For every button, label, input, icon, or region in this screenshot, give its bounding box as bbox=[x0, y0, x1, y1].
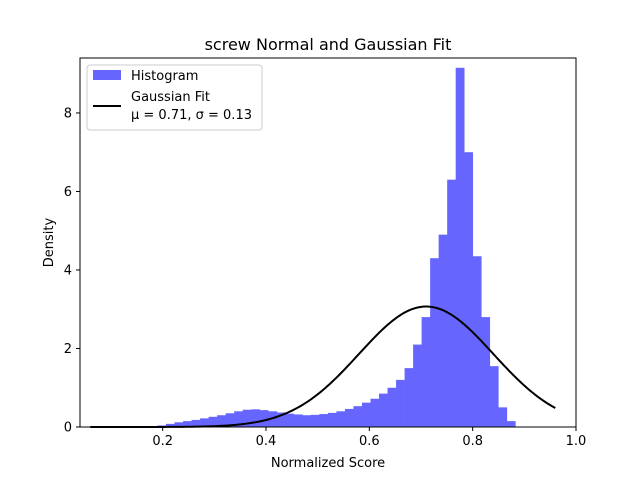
legend-histogram-swatch bbox=[93, 70, 121, 80]
histogram-bar bbox=[379, 393, 388, 427]
legend-box bbox=[86, 64, 263, 131]
x-tick-label: 0.4 bbox=[256, 434, 277, 449]
histogram-bar bbox=[430, 258, 439, 427]
histogram-bar bbox=[183, 421, 192, 427]
histogram-bar bbox=[242, 409, 252, 427]
histogram-bars bbox=[157, 67, 516, 427]
histogram-bar bbox=[413, 344, 422, 427]
histogram-bar bbox=[396, 379, 405, 427]
histogram-bar bbox=[361, 402, 371, 427]
histogram-bar bbox=[447, 179, 456, 427]
histogram-bar bbox=[285, 413, 295, 427]
histogram-bar bbox=[506, 421, 516, 427]
legend-fit-params: μ = 0.71, σ = 0.13 bbox=[131, 108, 252, 123]
x-tick-label: 0.2 bbox=[152, 434, 173, 449]
x-axis-ticks: 0.2 0.4 0.6 0.8 1.0 bbox=[152, 427, 586, 449]
histogram-bar bbox=[336, 411, 346, 427]
histogram-bar bbox=[259, 410, 269, 427]
histogram-bar bbox=[438, 234, 448, 427]
histogram-bar bbox=[472, 256, 482, 427]
histogram-bar bbox=[302, 415, 312, 427]
x-axis-label: Normalized Score bbox=[271, 456, 385, 471]
histogram-bar bbox=[481, 317, 491, 427]
x-tick-label: 0.8 bbox=[462, 434, 483, 449]
histogram-bar bbox=[319, 414, 329, 427]
histogram-bar bbox=[498, 407, 508, 427]
legend: Histogram Gaussian Fit μ = 0.71, σ = 0.1… bbox=[86, 64, 263, 131]
histogram-bar bbox=[421, 317, 431, 427]
histogram-bar bbox=[200, 418, 209, 427]
histogram-bar bbox=[174, 422, 184, 427]
histogram-bar bbox=[344, 408, 354, 427]
x-tick-label: 1.0 bbox=[566, 434, 587, 449]
histogram-bar bbox=[234, 411, 243, 427]
legend-histogram-label: Histogram bbox=[131, 69, 198, 84]
histogram-bar bbox=[225, 413, 235, 427]
histogram-bar bbox=[166, 423, 175, 427]
histogram-bar bbox=[370, 398, 380, 427]
x-tick-label: 0.6 bbox=[359, 434, 380, 449]
legend-fit-label: Gaussian Fit bbox=[131, 90, 210, 105]
histogram-bar bbox=[276, 412, 286, 427]
histogram-bar bbox=[208, 416, 218, 427]
y-tick-label: 0 bbox=[64, 421, 72, 436]
histogram-bar bbox=[327, 412, 337, 427]
histogram-bar bbox=[404, 368, 414, 427]
plot-frame bbox=[79, 57, 577, 428]
histogram-bar bbox=[251, 409, 261, 427]
histogram-bar bbox=[293, 414, 303, 427]
y-tick-label: 4 bbox=[64, 263, 72, 278]
histogram-bar bbox=[489, 366, 499, 427]
chart-title: screw Normal and Gaussian Fit bbox=[205, 35, 452, 54]
histogram-bar bbox=[353, 406, 363, 427]
y-axis-ticks: 0 2 4 6 8 bbox=[64, 106, 80, 436]
histogram-bar bbox=[464, 152, 474, 427]
y-tick-label: 2 bbox=[64, 342, 72, 357]
histogram-bar bbox=[310, 414, 320, 427]
y-axis-label: Density bbox=[42, 217, 57, 267]
histogram-bar bbox=[387, 387, 397, 427]
histogram-bar bbox=[455, 67, 465, 427]
histogram-bar bbox=[217, 415, 226, 427]
histogram-bar bbox=[191, 419, 201, 427]
y-tick-label: 6 bbox=[64, 185, 72, 200]
y-tick-label: 8 bbox=[64, 106, 72, 121]
